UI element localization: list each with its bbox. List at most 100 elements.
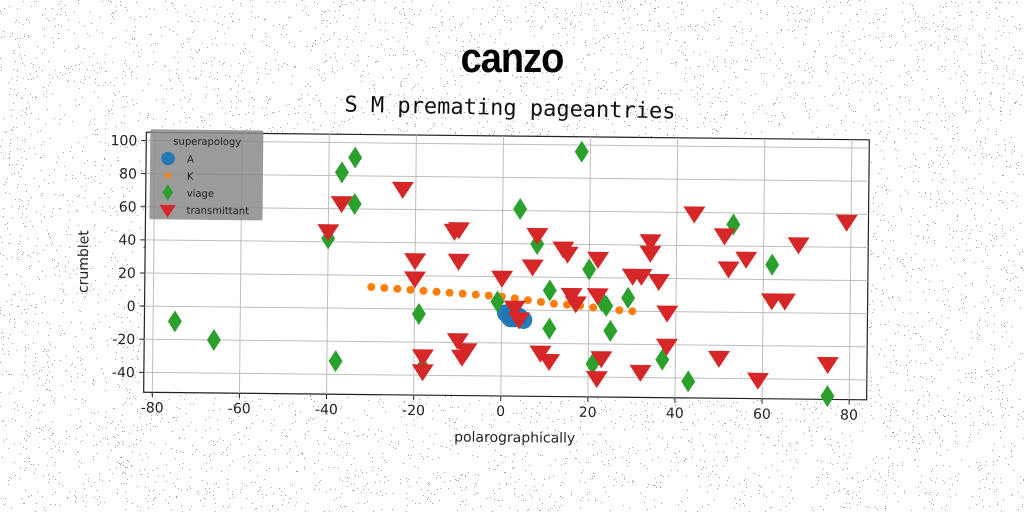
- data-point-transmittant: [585, 370, 608, 389]
- x-tick-label: -20: [402, 403, 425, 419]
- data-point-K: [510, 294, 519, 303]
- data-point-K: [550, 299, 559, 308]
- data-point-transmittant: [526, 227, 549, 246]
- data-point-viage: [603, 319, 618, 342]
- data-point-viage: [490, 290, 505, 313]
- data-point-transmittant: [787, 237, 810, 255]
- y-tick-label: 60: [119, 199, 137, 215]
- data-point-transmittant: [713, 228, 736, 246]
- x-tick-label: 60: [753, 407, 771, 423]
- data-point-transmittant: [683, 206, 706, 224]
- y-gridline: [146, 140, 870, 149]
- y-tick-label: 100: [110, 133, 137, 149]
- data-point-transmittant: [655, 338, 678, 356]
- data-point-transmittant: [630, 268, 653, 286]
- data-point-transmittant: [639, 234, 662, 252]
- legend-marker-transmittant: [159, 204, 176, 218]
- data-point-viage: [334, 161, 349, 184]
- x-tick-label: 20: [579, 405, 597, 421]
- data-point-transmittant: [708, 350, 731, 368]
- data-point-K: [432, 287, 441, 296]
- y-gridline: [145, 173, 869, 182]
- y-tick-label: 80: [119, 166, 137, 182]
- data-point-transmittant: [411, 349, 434, 367]
- data-point-viage: [411, 302, 426, 325]
- y-tick-label: -20: [112, 332, 135, 348]
- y-tick-label: 20: [118, 266, 136, 282]
- plot-area: -80 -60 -40 -20 0 20 40 60 80 -40 -20 0 20 40 60 80 100 p…: [76, 129, 870, 447]
- data-point-viage: [681, 370, 696, 393]
- x-gridline: [674, 137, 679, 398]
- data-point-transmittant: [447, 253, 470, 271]
- y-tick-label: -40: [112, 365, 135, 381]
- data-point-viage: [542, 279, 557, 302]
- legend-label: viage: [187, 189, 214, 200]
- data-point-K: [628, 307, 637, 316]
- data-point-transmittant: [404, 253, 427, 271]
- data-point-K: [445, 288, 454, 297]
- y-gridline: [144, 338, 868, 348]
- data-point-transmittant: [491, 270, 514, 288]
- data-point-transmittant: [639, 245, 662, 263]
- data-point-K: [615, 306, 624, 315]
- data-point-transmittant: [656, 305, 679, 323]
- legend-marker-viage: [162, 184, 173, 201]
- legend-box: [149, 129, 264, 221]
- data-point-transmittant: [735, 251, 758, 269]
- data-point-K: [471, 290, 480, 299]
- data-point-viage: [599, 294, 614, 317]
- figure-suptitle: canzo: [460, 35, 565, 83]
- data-point-viage: [328, 350, 343, 373]
- data-point-transmittant: [503, 300, 526, 318]
- data-point-viage: [765, 253, 780, 276]
- axes-frame: [143, 131, 870, 401]
- data-point-viage: [594, 289, 609, 312]
- data-point-transmittant: [816, 356, 839, 374]
- data-point-transmittant: [448, 222, 471, 240]
- data-point-transmittant: [835, 214, 858, 232]
- data-point-K: [484, 291, 493, 300]
- y-tick-label: 0: [127, 299, 136, 315]
- data-point-K: [406, 285, 415, 294]
- data-point-K: [380, 283, 389, 292]
- x-tick-label: 40: [666, 406, 684, 422]
- data-point-transmittant: [629, 364, 652, 382]
- data-point-transmittant: [446, 333, 469, 351]
- series-viage: [167, 140, 835, 408]
- data-point-transmittant: [556, 246, 579, 264]
- y-gridline: [145, 206, 869, 215]
- data-point-transmittant: [411, 364, 434, 382]
- x-gridline: [761, 138, 766, 399]
- x-gridline: [848, 139, 853, 400]
- x-tick-label: -60: [228, 401, 251, 417]
- data-point-K: [367, 282, 376, 291]
- data-point-viage: [621, 286, 636, 309]
- legend-label: A: [187, 155, 194, 166]
- data-point-transmittant: [587, 251, 610, 269]
- data-point-K: [589, 303, 598, 312]
- data-point-transmittant: [747, 372, 769, 390]
- data-point-transmittant: [647, 273, 670, 292]
- data-point-transmittant: [586, 288, 609, 306]
- data-point-transmittant: [508, 312, 531, 330]
- x-tick-label: 80: [840, 408, 858, 424]
- series-transmittant: [317, 181, 858, 390]
- series-K: [367, 282, 637, 316]
- x-tick-label: -80: [141, 400, 164, 416]
- data-point-viage: [206, 328, 221, 351]
- x-tick-label: 0: [496, 404, 505, 420]
- x-gridline: [500, 135, 504, 396]
- data-point-viage: [347, 192, 362, 215]
- data-point-viage: [582, 258, 597, 281]
- legend-marker-K: [164, 172, 171, 179]
- data-point-transmittant: [455, 343, 478, 361]
- data-point-transmittant: [403, 271, 426, 289]
- y-axis-label: crumblet: [76, 230, 93, 294]
- x-gridline: [326, 134, 330, 395]
- legend-label: transmittant: [186, 206, 249, 218]
- data-point-transmittant: [773, 293, 796, 311]
- data-point-K: [536, 297, 545, 306]
- data-point-viage: [820, 385, 835, 408]
- data-point-transmittant: [317, 224, 340, 242]
